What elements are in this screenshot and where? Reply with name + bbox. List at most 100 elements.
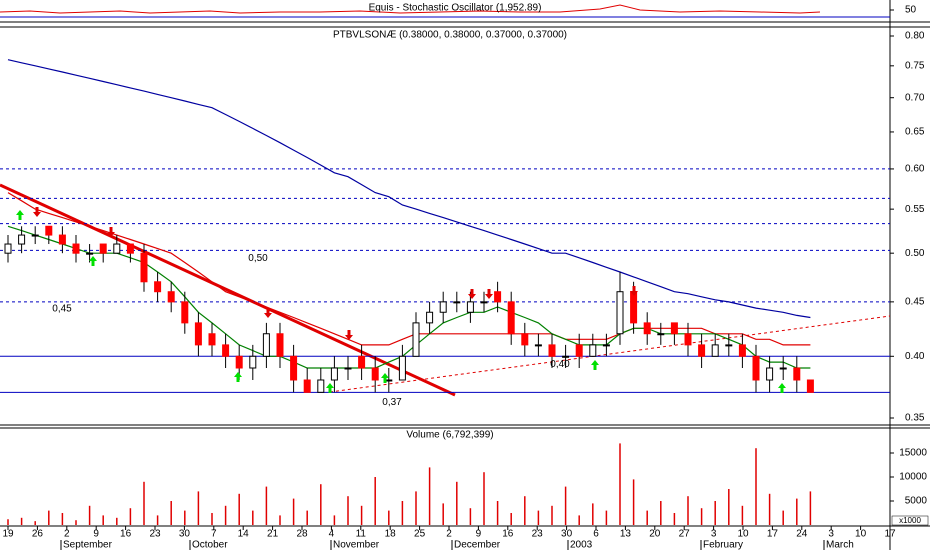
candle-body [507, 301, 515, 335]
volume-tick-label: 15000 [899, 448, 927, 459]
x-tick-label: 6 [593, 529, 599, 540]
trendline [0, 183, 456, 397]
candle-body [453, 301, 461, 304]
candle-body [194, 322, 202, 346]
candle-body [738, 344, 746, 357]
candle-body [290, 355, 298, 381]
volume-unit: x1000 [899, 516, 921, 525]
volume-title: Volume (6,792,399) [406, 430, 493, 441]
candle-body [4, 243, 12, 254]
x-tick-label: 27 [679, 529, 691, 540]
x-tick-label: 9 [93, 529, 99, 540]
moving-average [7, 59, 811, 319]
candle-body [181, 301, 189, 324]
candle-body [630, 291, 638, 324]
y-tick-label: 0.50 [905, 248, 925, 259]
y-tick-label: 0.45 [905, 297, 925, 308]
candle-body [140, 252, 148, 283]
candle-body [643, 322, 651, 335]
level-annotation: 0,50 [248, 253, 268, 264]
sell-arrow [485, 289, 493, 299]
y-tick-label: 0.65 [905, 127, 925, 138]
x-tick-label: 23 [532, 529, 544, 540]
candle-body [752, 355, 760, 381]
candle-body [589, 344, 597, 357]
candle-body [45, 225, 53, 236]
candle-body [235, 355, 243, 369]
candle-body [99, 243, 107, 254]
y-tick-label: 0.35 [905, 413, 925, 424]
indicator-line [0, 4, 821, 14]
candle-body [398, 355, 406, 381]
x-tick-label: 2 [64, 529, 70, 540]
candle-body [562, 355, 570, 358]
candle-body [154, 281, 162, 293]
candle-body [426, 311, 434, 324]
candle-body [711, 344, 719, 357]
volume-tick-label: 10000 [899, 472, 927, 483]
y-tick-label: 0.55 [905, 204, 925, 215]
candle-body [670, 322, 678, 335]
month-label: October [192, 540, 228, 550]
candle-body [725, 344, 733, 347]
y-tick-label: 0.75 [905, 60, 925, 71]
candle-body [657, 333, 665, 336]
x-tick-label: 14 [238, 529, 250, 540]
x-tick-label: 9 [476, 529, 482, 540]
candle-body [534, 344, 542, 347]
candle-body [276, 333, 284, 357]
sell-arrow [33, 207, 41, 217]
y-tick-label: 0.40 [905, 351, 925, 362]
candle-body [262, 333, 270, 357]
buy-arrow [381, 373, 389, 383]
x-tick-label: 28 [296, 529, 308, 540]
level-annotation: 0,45 [52, 304, 72, 315]
y-tick-label: 0.60 [905, 164, 925, 175]
month-label: December [454, 540, 501, 550]
candle-body [358, 355, 366, 369]
candle-body [18, 234, 26, 245]
month-label: March [826, 540, 854, 550]
indicator-title: Equis - Stochastic Oscillator (1,952.89) [369, 3, 542, 14]
level-annotation: 0,37 [382, 397, 402, 408]
candle-body [806, 379, 814, 393]
candle-body [466, 301, 474, 313]
candle-body [779, 367, 787, 370]
x-tick-label: 23 [149, 529, 161, 540]
candle-body [330, 367, 338, 381]
x-tick-label: 10 [855, 529, 867, 540]
sell-arrow [107, 227, 115, 237]
x-tick-label: 20 [649, 529, 661, 540]
candle-body [616, 291, 624, 335]
x-tick-label: 16 [120, 529, 132, 540]
chart-title: PTBVLSONÆ (0.38000, 0.38000, 0.37000, 0.… [333, 30, 567, 41]
x-tick-label: 17 [767, 529, 779, 540]
candle-body [521, 333, 529, 346]
month-label: September [63, 540, 113, 550]
x-tick-label: 11 [356, 529, 367, 540]
candle-body [249, 355, 257, 369]
candle-body [208, 333, 216, 346]
x-tick-label: 26 [32, 529, 44, 540]
candle-body [371, 367, 379, 381]
candle-body [31, 234, 39, 237]
volume-tick-label: 5000 [905, 496, 928, 507]
x-tick-label: 2 [446, 529, 452, 540]
x-tick-label: 4 [329, 529, 335, 540]
x-tick-label: 17 [884, 529, 896, 540]
candle-body [766, 367, 774, 381]
x-tick-label: 16 [502, 529, 514, 540]
indicator-tick-label: 50 [905, 5, 917, 16]
candle-body [698, 344, 706, 357]
y-tick-label: 0.80 [905, 31, 925, 42]
candle-body [480, 301, 488, 304]
month-label: February [703, 540, 743, 550]
sell-arrow [630, 286, 638, 296]
buy-arrow [591, 360, 599, 370]
candle-body [412, 322, 420, 357]
candle-body [113, 243, 121, 254]
candle-body [58, 234, 66, 245]
unit-box [891, 515, 929, 526]
